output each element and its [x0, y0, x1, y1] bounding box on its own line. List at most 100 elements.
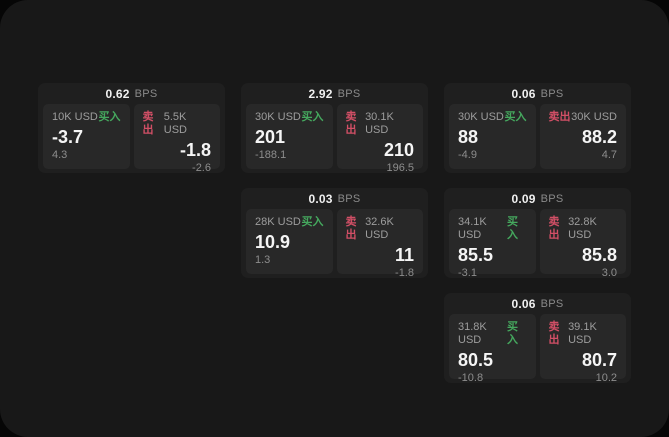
quote-panels: 30K USD 买入 201 -188.1 卖出 30.1K USD 210 1… [241, 104, 428, 174]
sell-delta: 10.2 [595, 372, 617, 384]
sell-delta: 4.7 [601, 149, 617, 161]
sell-price: 85.8 [581, 245, 617, 265]
buy-panel[interactable]: 34.1K USD 买入 85.5 -3.1 [449, 209, 536, 279]
sell-side-label: 卖出 [548, 216, 560, 241]
sell-panel[interactable]: 卖出 32.6K USD 11 -1.8 [336, 209, 423, 279]
sell-price: -1.8 [179, 140, 211, 160]
sell-size: 39.1K USD [568, 321, 597, 346]
buy-size: 34.1K USD [458, 216, 487, 241]
sell-size: 5.5K USD [163, 111, 187, 136]
sell-panel[interactable]: 卖出 30K USD 88.2 4.7 [539, 104, 626, 169]
buy-size: 30K USD [255, 111, 301, 123]
buy-delta: 4.3 [52, 149, 68, 161]
sell-price: 80.7 [581, 350, 617, 370]
bps-value: 0.03 [308, 191, 333, 206]
buy-size: 10K USD [52, 111, 98, 123]
buy-panel[interactable]: 31.8K USD 买入 80.5 -10.8 [449, 314, 536, 384]
buy-panel[interactable]: 30K USD 买入 88 -4.9 [449, 104, 536, 169]
buy-size: 31.8K USD [458, 321, 487, 346]
sell-top-row: 卖出 30.1K USD [346, 111, 415, 137]
buy-size: 28K USD [255, 216, 301, 228]
buy-price: 88 [458, 127, 479, 147]
sell-price: 210 [383, 140, 414, 160]
buy-side-label: 买入 [98, 111, 121, 123]
sell-size: 32.8K USD [568, 216, 597, 241]
buy-delta: 1.3 [255, 254, 271, 266]
buy-delta: -4.9 [458, 149, 477, 161]
bps-value: 0.09 [511, 191, 536, 206]
sell-delta: 196.5 [386, 162, 414, 174]
card-header: 0.62 BPS [38, 83, 225, 104]
buy-panel[interactable]: 10K USD 买入 -3.7 4.3 [43, 104, 130, 169]
buy-price: 201 [255, 127, 286, 147]
card-header: 0.06 BPS [444, 293, 631, 314]
bps-value: 0.06 [511, 86, 536, 101]
buy-side-label: 买入 [301, 111, 324, 123]
quote-card-1: 0.62 BPS 10K USD 买入 -3.7 4.3 卖出 5.5K USD… [38, 83, 225, 174]
quote-panels: 34.1K USD 买入 85.5 -3.1 卖出 32.8K USD 85.8… [444, 209, 631, 279]
sell-delta: 3.0 [601, 267, 617, 279]
buy-top-row: 30K USD 买入 [255, 111, 324, 124]
quote-card-4: 0.03 BPS 28K USD 买入 10.9 1.3 卖出 32.6K US… [241, 188, 428, 279]
sell-price: 11 [394, 245, 414, 265]
sell-side-label: 卖出 [345, 216, 357, 241]
bps-unit-label: BPS [134, 87, 158, 100]
sell-panel[interactable]: 卖出 39.1K USD 80.7 10.2 [539, 314, 626, 384]
quote-card-3: 0.06 BPS 30K USD 买入 88 -4.9 卖出 30K USD 8… [444, 83, 631, 173]
bps-unit-label: BPS [540, 87, 564, 100]
sell-panel[interactable]: 卖出 5.5K USD -1.8 -2.6 [133, 104, 220, 174]
quote-card-5: 0.09 BPS 34.1K USD 买入 85.5 -3.1 卖出 32.8K… [444, 188, 631, 279]
buy-delta: -10.8 [458, 372, 484, 384]
sell-panel[interactable]: 卖出 30.1K USD 210 196.5 [336, 104, 423, 174]
buy-price: 80.5 [458, 350, 494, 370]
sell-side-label: 卖出 [548, 111, 571, 123]
bps-unit-label: BPS [540, 297, 564, 310]
bps-unit-label: BPS [337, 87, 361, 100]
sell-top-row: 卖出 32.8K USD [549, 216, 618, 242]
buy-price: 10.9 [255, 232, 291, 252]
quote-card-2: 2.92 BPS 30K USD 买入 201 -188.1 卖出 30.1K … [241, 83, 428, 174]
sell-panel[interactable]: 卖出 32.8K USD 85.8 3.0 [539, 209, 626, 279]
bps-unit-label: BPS [337, 192, 361, 205]
buy-top-row: 10K USD 买入 [52, 111, 121, 124]
sell-size: 30.1K USD [365, 111, 394, 136]
card-header: 0.09 BPS [444, 188, 631, 209]
card-header: 0.03 BPS [241, 188, 428, 209]
buy-top-row: 28K USD 买入 [255, 216, 324, 229]
sell-delta: -2.6 [192, 162, 211, 174]
sell-top-row: 卖出 32.6K USD [346, 216, 415, 242]
buy-side-label: 买入 [301, 216, 324, 228]
buy-side-label: 买入 [506, 216, 518, 241]
sell-top-row: 卖出 30K USD [549, 111, 618, 124]
sell-top-row: 卖出 5.5K USD [143, 111, 212, 137]
sell-top-row: 卖出 39.1K USD [549, 321, 618, 347]
buy-top-row: 30K USD 买入 [458, 111, 527, 124]
bps-value: 0.06 [511, 296, 536, 311]
sell-price: 88.2 [581, 127, 617, 147]
sell-size: 32.6K USD [365, 216, 394, 241]
buy-size: 30K USD [458, 111, 504, 123]
buy-side-label: 买入 [506, 321, 518, 346]
buy-panel[interactable]: 30K USD 买入 201 -188.1 [246, 104, 333, 169]
buy-price: -3.7 [52, 127, 84, 147]
buy-price: 85.5 [458, 245, 494, 265]
buy-panel[interactable]: 28K USD 买入 10.9 1.3 [246, 209, 333, 274]
card-header: 2.92 BPS [241, 83, 428, 104]
quote-panels: 28K USD 买入 10.9 1.3 卖出 32.6K USD 11 -1.8 [241, 209, 428, 279]
sell-side-label: 卖出 [142, 111, 154, 136]
sell-side-label: 卖出 [548, 321, 560, 346]
buy-top-row: 34.1K USD 买入 [458, 216, 527, 242]
sell-side-label: 卖出 [345, 111, 357, 136]
buy-delta: -3.1 [458, 267, 477, 279]
bps-unit-label: BPS [540, 192, 564, 205]
quote-panels: 30K USD 买入 88 -4.9 卖出 30K USD 88.2 4.7 [444, 104, 631, 169]
quote-card-6: 0.06 BPS 31.8K USD 买入 80.5 -10.8 卖出 39.1… [444, 293, 631, 384]
buy-side-label: 买入 [504, 111, 527, 123]
sell-size: 30K USD [571, 111, 617, 123]
quote-panels: 31.8K USD 买入 80.5 -10.8 卖出 39.1K USD 80.… [444, 314, 631, 384]
bps-value: 2.92 [308, 86, 333, 101]
card-header: 0.06 BPS [444, 83, 631, 104]
bps-value: 0.62 [105, 86, 130, 101]
buy-top-row: 31.8K USD 买入 [458, 321, 527, 347]
